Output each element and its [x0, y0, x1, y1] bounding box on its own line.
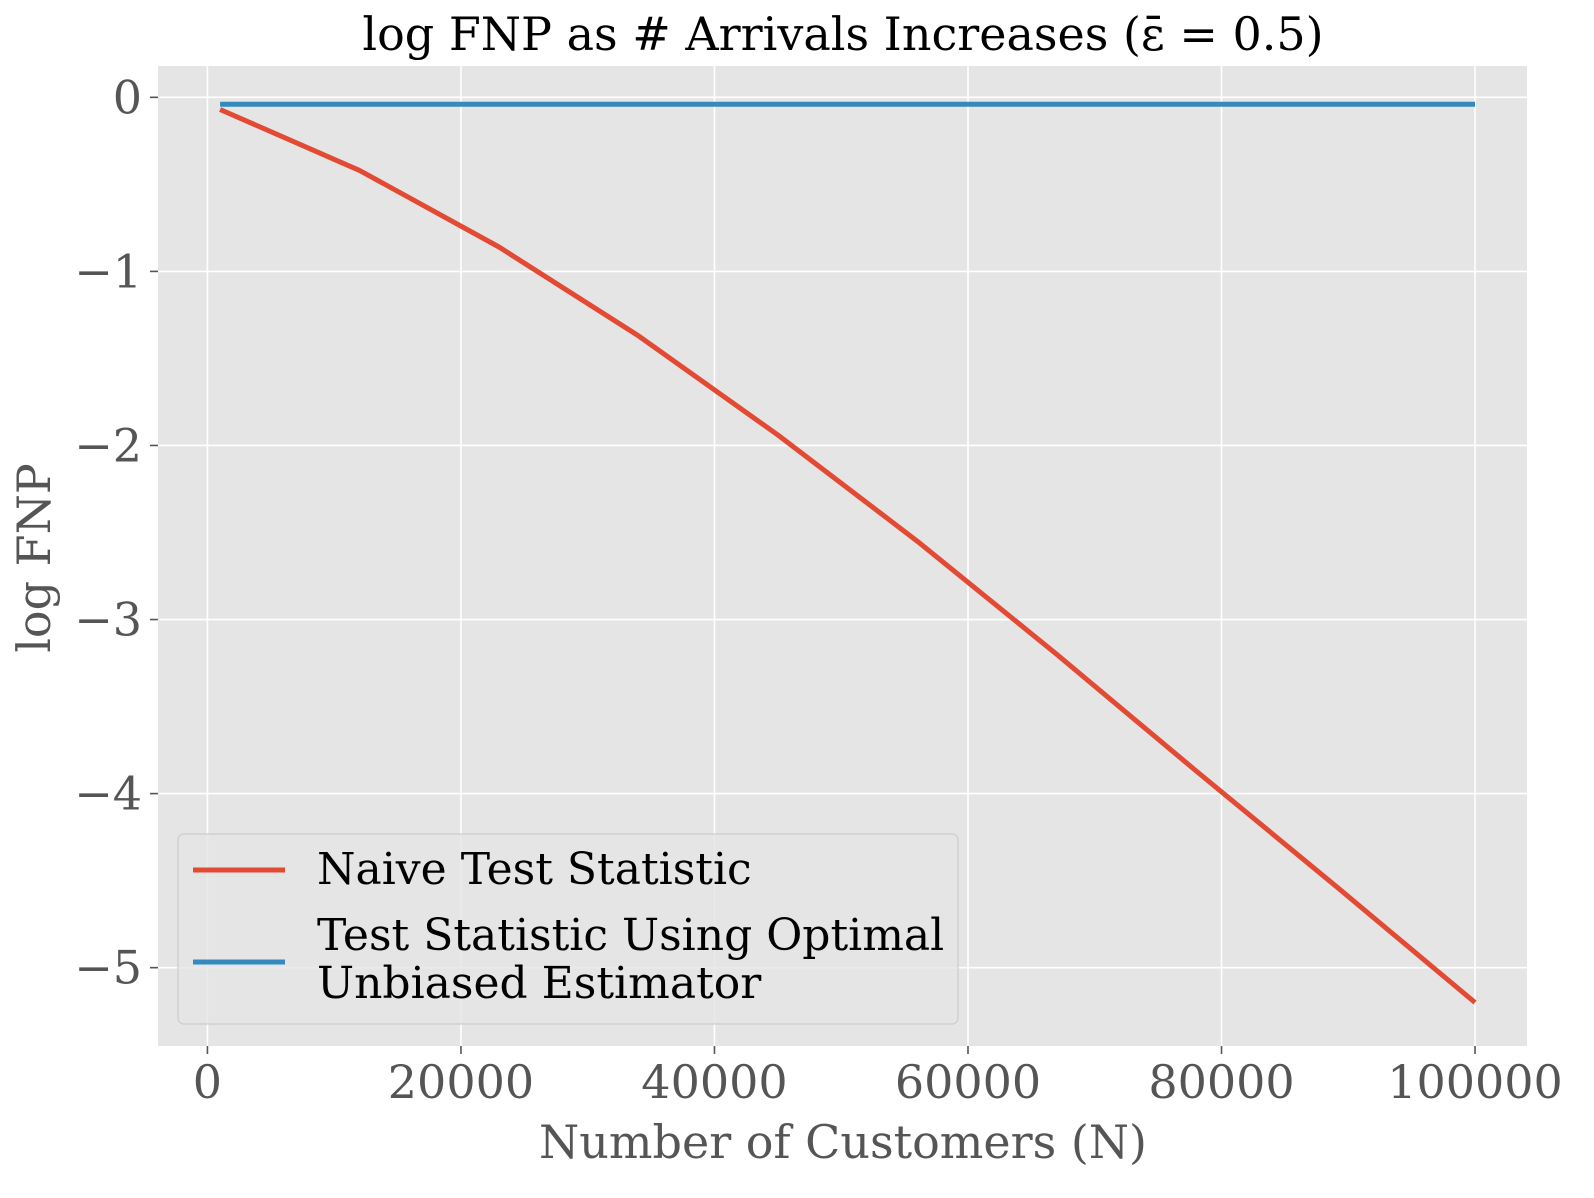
x-tick-label: 100000	[1387, 1055, 1563, 1109]
series-line-0	[219, 107, 1477, 1005]
x-tick-label: 40000	[641, 1055, 787, 1109]
x-tick-label: 20000	[388, 1055, 534, 1109]
grid	[158, 66, 1527, 1046]
legend-label-line: Test Statistic Using Optimal	[317, 910, 944, 961]
y-tick-label: −1	[74, 244, 142, 298]
y-ticks: 0 −1 −2 −3 −4 −5	[74, 70, 158, 995]
chart-title: log FNP as # Arrivals Increases (ε̄ = 0.…	[362, 7, 1323, 61]
y-tick-label: −5	[74, 941, 142, 995]
y-tick-label: 0	[113, 70, 142, 124]
y-axis-label: log FNP	[7, 463, 61, 653]
y-tick-label: −3	[74, 593, 142, 647]
legend-label-line: Naive Test Statistic	[317, 844, 752, 895]
legend: Naive Test Statistic Test Statistic Using…	[177, 833, 959, 1025]
legend-label-1: Test Statistic Using Optimal Unbiased Est…	[317, 910, 944, 1009]
y-tick-label: −2	[74, 418, 142, 472]
x-tick-label: 0	[193, 1055, 222, 1109]
x-axis-label: Number of Customers (N)	[539, 1115, 1147, 1169]
legend-box	[177, 833, 959, 1025]
series-layer	[219, 101, 1477, 1005]
legend-label-line: Unbiased Estimator	[317, 958, 762, 1009]
legend-label-0: Naive Test Statistic	[317, 844, 752, 895]
x-tick-label: 60000	[895, 1055, 1041, 1109]
x-tick-label: 80000	[1148, 1055, 1294, 1109]
x-ticks: 0 20000 40000 60000 80000 100000	[193, 1046, 1563, 1109]
y-tick-label: −4	[74, 767, 142, 821]
